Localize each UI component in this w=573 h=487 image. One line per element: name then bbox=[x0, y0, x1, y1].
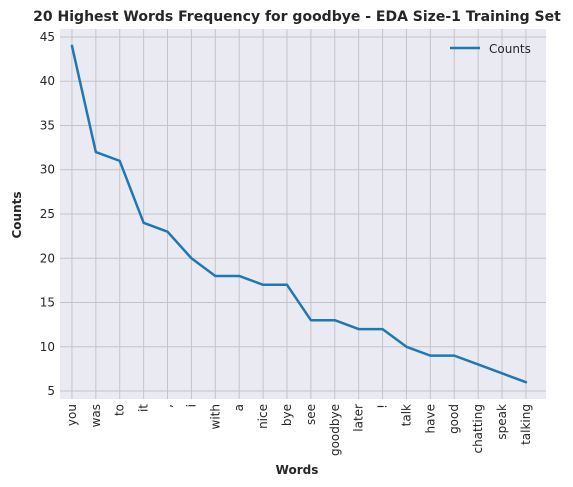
x-tick-label: a bbox=[232, 404, 246, 411]
x-tick-label: have bbox=[423, 404, 437, 433]
x-tick-label: to bbox=[113, 404, 127, 416]
legend: Counts bbox=[450, 42, 531, 56]
y-tick-label: 25 bbox=[40, 207, 55, 221]
series-layer bbox=[70, 44, 528, 384]
x-tick-label: i bbox=[184, 404, 198, 407]
x-tick-label: nice bbox=[256, 404, 270, 429]
x-tick-label: talking bbox=[519, 404, 533, 445]
x-tick-label: good bbox=[447, 404, 461, 434]
x-tick-label: ! bbox=[376, 404, 390, 409]
y-tick-label: 10 bbox=[40, 340, 55, 354]
x-tick-label: bye bbox=[280, 404, 294, 426]
y-tick-label: 45 bbox=[40, 30, 55, 44]
chart-title: 20 Highest Words Frequency for goodbye -… bbox=[33, 9, 561, 25]
x-tick-label: , bbox=[161, 404, 175, 408]
x-tick-label: it bbox=[137, 404, 151, 412]
y-tick-label: 40 bbox=[40, 74, 55, 88]
x-tick-label: later bbox=[352, 404, 366, 432]
legend-label-counts: Counts bbox=[489, 42, 531, 56]
x-tick-label: goodbye bbox=[328, 404, 342, 456]
x-tick-labels: you was to it, i with a nice bye see goodbye later!… bbox=[65, 404, 533, 456]
y-tick-labels: 5 10 15 20 25 30 35 40 45 bbox=[40, 30, 55, 398]
y-tick-label: 30 bbox=[40, 163, 55, 177]
series-line-counts bbox=[70, 44, 528, 384]
x-tick-label: see bbox=[304, 404, 318, 425]
x-tick-label: chatting bbox=[471, 404, 485, 454]
x-tick-label: you bbox=[65, 404, 79, 426]
y-tick-label: 20 bbox=[40, 251, 55, 265]
y-tick-label: 5 bbox=[47, 384, 55, 398]
x-tick-label: speak bbox=[495, 404, 509, 440]
y-tick-label: 35 bbox=[40, 118, 55, 132]
y-axis-label: Counts bbox=[10, 191, 24, 238]
x-axis-label: Words bbox=[276, 463, 319, 477]
x-tick-label: talk bbox=[399, 404, 413, 426]
x-tick-label: was bbox=[89, 404, 103, 427]
x-tick-label: with bbox=[208, 404, 222, 429]
y-tick-label: 15 bbox=[40, 296, 55, 310]
